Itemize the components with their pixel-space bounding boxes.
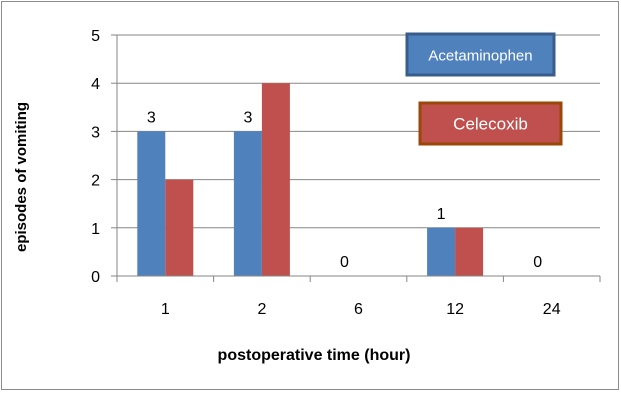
y-tick-labels: 0 1 2 3 4 5 (91, 28, 100, 286)
bar-acetaminophen-2 (233, 131, 262, 276)
data-label: 1 (437, 206, 446, 223)
x-tick-label: 2 (257, 301, 266, 318)
bar-celecoxib-1 (165, 179, 194, 276)
legend-box-celecoxib (418, 101, 563, 146)
x-axis-label: postoperative time (hour) (218, 347, 411, 364)
x-tick-label: 1 (161, 301, 170, 318)
y-tick-label: 1 (91, 221, 100, 238)
y-tick-label: 2 (91, 173, 100, 190)
data-labels: 3 3 0 1 0 (147, 109, 542, 271)
bar-acetaminophen-1 (137, 131, 166, 276)
x-tick-label: 12 (446, 301, 464, 318)
y-tick-label: 0 (91, 269, 100, 286)
legend-label: Celecoxib (453, 115, 528, 134)
legend-box-acetaminophen (405, 32, 556, 77)
legend: Acetaminophen Celecoxib (405, 32, 563, 146)
bars (137, 83, 484, 276)
bar-celecoxib-2 (261, 83, 290, 276)
axes (116, 35, 601, 282)
x-tick-labels: 1 2 6 12 24 (161, 301, 561, 318)
data-label: 3 (243, 109, 252, 126)
legend-label: Acetaminophen (428, 48, 532, 65)
data-label: 0 (340, 254, 349, 271)
bar-celecoxib-12 (455, 227, 484, 276)
bar-acetaminophen-12 (427, 227, 456, 276)
x-tick-label: 6 (354, 301, 363, 318)
y-tick-label: 3 (91, 124, 100, 141)
data-label: 0 (533, 254, 542, 271)
y-axis-label: episodes of vomiting (13, 102, 30, 252)
x-tick-label: 24 (543, 301, 561, 318)
y-tick-label: 5 (91, 28, 100, 45)
y-tick-label: 4 (91, 76, 100, 93)
data-label: 3 (147, 109, 156, 126)
